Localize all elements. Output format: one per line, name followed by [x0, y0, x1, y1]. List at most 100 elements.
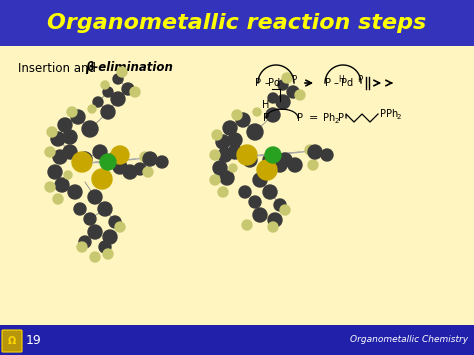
- Text: P: P: [292, 75, 297, 83]
- Circle shape: [140, 152, 150, 162]
- Circle shape: [247, 124, 263, 140]
- Circle shape: [276, 95, 290, 109]
- Circle shape: [232, 110, 242, 120]
- Text: 19: 19: [26, 333, 42, 346]
- Circle shape: [72, 152, 92, 172]
- Circle shape: [280, 205, 290, 215]
- Circle shape: [53, 194, 63, 204]
- Circle shape: [117, 67, 127, 77]
- Circle shape: [213, 161, 227, 175]
- Bar: [0, 325, 474, 355]
- Circle shape: [321, 149, 333, 161]
- Circle shape: [143, 152, 157, 166]
- Text: P: P: [325, 78, 331, 88]
- Circle shape: [268, 222, 278, 232]
- Text: PPh: PPh: [380, 109, 398, 119]
- Circle shape: [47, 127, 57, 137]
- Circle shape: [53, 150, 67, 164]
- Circle shape: [228, 133, 242, 147]
- Circle shape: [77, 242, 87, 252]
- Circle shape: [113, 160, 127, 174]
- Circle shape: [101, 105, 115, 119]
- Circle shape: [103, 230, 117, 244]
- Circle shape: [257, 160, 277, 180]
- Circle shape: [113, 74, 123, 84]
- Circle shape: [109, 216, 121, 228]
- Circle shape: [79, 236, 91, 248]
- Circle shape: [305, 145, 315, 155]
- Circle shape: [288, 158, 302, 172]
- Circle shape: [134, 163, 146, 175]
- Circle shape: [98, 202, 112, 216]
- Circle shape: [48, 165, 62, 179]
- Text: –: –: [264, 78, 269, 88]
- Circle shape: [263, 185, 277, 199]
- Circle shape: [236, 113, 250, 127]
- Circle shape: [210, 175, 220, 185]
- Circle shape: [88, 190, 102, 204]
- Circle shape: [253, 108, 261, 116]
- Circle shape: [63, 130, 77, 144]
- Text: P: P: [297, 113, 303, 123]
- Circle shape: [58, 118, 72, 132]
- Circle shape: [45, 147, 55, 157]
- Circle shape: [308, 160, 318, 170]
- Circle shape: [55, 178, 69, 192]
- Circle shape: [103, 249, 113, 259]
- Circle shape: [223, 121, 237, 135]
- Circle shape: [111, 92, 125, 106]
- Circle shape: [220, 171, 234, 185]
- Circle shape: [51, 132, 65, 146]
- Circle shape: [268, 93, 278, 103]
- Circle shape: [93, 97, 103, 107]
- Circle shape: [249, 196, 261, 208]
- Circle shape: [68, 185, 82, 199]
- Circle shape: [287, 86, 299, 98]
- Text: 2: 2: [335, 118, 339, 124]
- Text: =: =: [310, 113, 319, 123]
- Circle shape: [130, 87, 140, 97]
- Circle shape: [100, 154, 116, 170]
- Circle shape: [237, 145, 257, 165]
- Circle shape: [210, 150, 220, 160]
- Circle shape: [90, 252, 100, 262]
- Circle shape: [88, 105, 96, 113]
- Text: Ω: Ω: [8, 336, 16, 346]
- Text: Insertion and: Insertion and: [18, 61, 100, 75]
- Circle shape: [93, 145, 107, 159]
- Circle shape: [273, 158, 287, 172]
- Circle shape: [67, 107, 77, 117]
- Circle shape: [266, 108, 280, 122]
- Circle shape: [64, 171, 72, 179]
- Circle shape: [229, 164, 237, 172]
- Circle shape: [216, 135, 230, 149]
- Circle shape: [253, 173, 267, 187]
- Circle shape: [278, 153, 292, 167]
- Text: Pd: Pd: [341, 78, 353, 88]
- Text: β-elimination: β-elimination: [85, 61, 173, 75]
- Circle shape: [218, 148, 232, 162]
- Text: P: P: [263, 113, 269, 123]
- Circle shape: [282, 73, 292, 83]
- Circle shape: [123, 165, 137, 179]
- Circle shape: [253, 208, 267, 222]
- Circle shape: [156, 156, 168, 168]
- Circle shape: [263, 153, 277, 167]
- Text: Organometallic Chemistry: Organometallic Chemistry: [350, 335, 468, 344]
- Circle shape: [212, 130, 222, 140]
- Circle shape: [74, 203, 86, 215]
- Text: H: H: [338, 76, 344, 84]
- Text: Organometallic reaction steps: Organometallic reaction steps: [47, 13, 427, 33]
- Circle shape: [308, 145, 322, 159]
- Circle shape: [84, 213, 96, 225]
- Circle shape: [63, 145, 77, 159]
- Text: –: –: [334, 78, 338, 88]
- Text: Pd: Pd: [268, 78, 280, 88]
- Bar: [0, 46, 474, 325]
- FancyBboxPatch shape: [2, 330, 22, 352]
- Circle shape: [242, 220, 252, 230]
- Text: P: P: [357, 75, 363, 83]
- Circle shape: [92, 169, 112, 189]
- Circle shape: [278, 80, 288, 90]
- Circle shape: [274, 199, 286, 211]
